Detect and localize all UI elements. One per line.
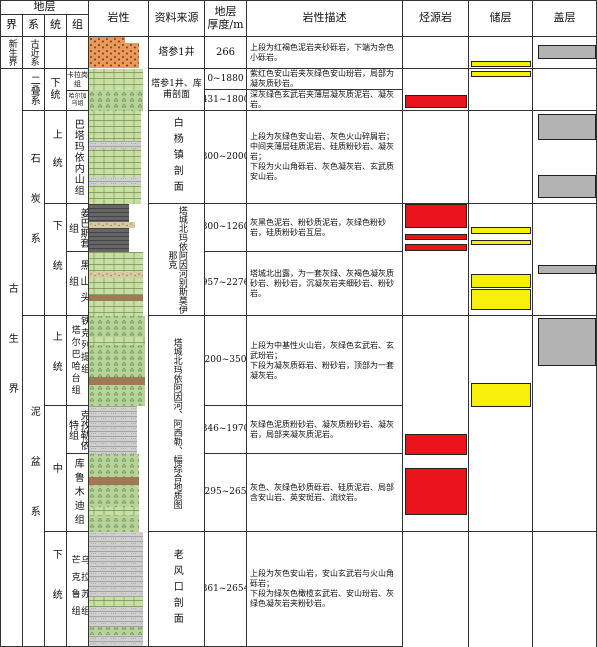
series-permian-lower: 下 统 xyxy=(45,69,67,111)
series-carb-upper: 上统 xyxy=(45,111,67,204)
source-laofengkou: 老风口剖面 xyxy=(149,532,205,647)
series-dev-middle: 中 xyxy=(45,406,67,532)
formation-jiangbasitao: 姜巴斯套组 xyxy=(67,204,89,252)
caprock-block xyxy=(538,318,596,366)
header-description: 岩性描述 xyxy=(247,1,403,37)
description-4: 上段为灰绿色安山岩、灰色火山碎屑岩； 中间夹薄层硅质泥岩、硅质粉砂岩、凝灰岩； … xyxy=(247,111,403,204)
system-permian: 二叠系 xyxy=(23,69,45,111)
description-3: 深灰绿色玄武岩夹薄层凝灰质泥岩、凝灰岩。 xyxy=(247,90,403,111)
formation-wulasu: 乌拉苏组 xyxy=(80,532,89,647)
reservoir-block xyxy=(471,61,531,67)
header-source: 资料来源 xyxy=(149,1,205,37)
description-10: 上段为灰色安山岩，安山玄武岩与火山角砾岩； 下段为绿灰色橄榄玄武岩、安山玢岩、灰… xyxy=(247,532,403,647)
system-carboniferous: 石炭系 xyxy=(23,111,45,316)
lithology-column xyxy=(89,37,149,647)
thickness-1: 266 xyxy=(205,37,247,69)
caprock-block xyxy=(538,45,596,59)
formation-heishantou: 黑山头组 xyxy=(67,252,89,316)
source-tacheng-2: 塔城北玛依阿因河、阿西勒、幅综合地质图 xyxy=(149,316,205,532)
source-rock-block xyxy=(405,434,467,455)
source-rock-block xyxy=(405,244,467,251)
formation-kulumudi: 库鲁木迪组 xyxy=(67,454,89,532)
source-rock-block xyxy=(405,468,467,515)
source-rock-column xyxy=(403,37,469,647)
series-paleogene-empty xyxy=(45,37,67,69)
header-reservoir: 储层 xyxy=(469,1,533,37)
era-cenozoic: 新生界 xyxy=(1,37,23,69)
thickness-2: 0~1880 xyxy=(205,69,247,90)
formation-taerbahatai: 塔尔巴哈台组 xyxy=(67,316,82,406)
formation-tiekelieti: 铁克列提组 xyxy=(80,316,89,406)
header-jie: 界 xyxy=(1,15,23,37)
caprock-block xyxy=(538,175,596,198)
thickness-6: 957~2276 xyxy=(205,252,247,316)
thickness-10: 361~2654 xyxy=(205,532,247,647)
thickness-5: 800~1260 xyxy=(205,204,247,252)
thickness-9: 2295~2654 xyxy=(205,454,247,532)
series-dev-lower: 下统 xyxy=(45,532,67,647)
reservoir-block xyxy=(471,240,531,245)
row-line xyxy=(403,68,597,69)
formation-kezileyite: 克孜勒依特组 xyxy=(67,406,89,454)
row-line xyxy=(403,531,597,532)
source-tacheng-1: 塔城北玛依阿因河别斯莫伊那克 xyxy=(149,204,205,316)
header-lithology: 岩性 xyxy=(89,1,149,37)
reservoir-block xyxy=(471,383,531,407)
reservoir-column xyxy=(469,37,533,647)
reservoir-block xyxy=(471,71,531,77)
description-2: 紫红色安山岩夹灰绿色安山玢岩，局部为凝灰质砂岩。 xyxy=(247,69,403,90)
header-caprock: 盖层 xyxy=(533,1,597,37)
description-6: 塔城北出露，为一套灰绿、灰褐色凝灰质砂岩、粉砂岩，沉凝灰岩夹细砂岩、粉砂岩。 xyxy=(247,252,403,316)
formation-paleogene-empty xyxy=(67,37,89,69)
header-xi: 系 xyxy=(23,15,45,37)
description-7: 上段为中基性火山岩，灰绿色玄武岩、玄武玢岩； 下段为凝灰质砾岩、粉砂岩，顶部为一… xyxy=(247,316,403,406)
series-carb-lower: 下统 xyxy=(45,204,67,316)
thickness-7: 1200~3500 xyxy=(205,316,247,406)
formation-haerjiawu: 哈尔加乌组 xyxy=(67,91,89,111)
row-line xyxy=(403,110,597,111)
era-paleozoic: 古生界 xyxy=(1,69,23,647)
series-label-tong: 统 xyxy=(50,89,61,101)
header-source-rock: 烃源岩 xyxy=(403,1,469,37)
reservoir-block xyxy=(471,227,531,234)
source-tacan1-kufu: 塔参1井、库甫剖面 xyxy=(149,69,205,111)
lithology-pattern xyxy=(89,37,145,646)
description-9: 灰色、灰绿色砂质砾岩、硅质泥岩、局部含安山岩、英安斑岩、流纹岩。 xyxy=(247,454,403,532)
formation-batamayineishan: 巴塔玛依内山组 xyxy=(67,111,89,204)
row-line xyxy=(403,203,597,204)
header-strata: 地层 xyxy=(1,1,89,15)
description-8: 灰绿色泥质粉砂岩、凝灰质粉砂岩、凝灰岩，局部夹凝灰质泥岩。 xyxy=(247,406,403,454)
caprock-block xyxy=(538,114,596,140)
thickness-8: 346~1970 xyxy=(205,406,247,454)
system-devonian: 泥盆系 xyxy=(23,316,45,647)
caprock-block xyxy=(538,265,596,274)
header-tong: 统 xyxy=(45,15,67,37)
header-zu: 组 xyxy=(67,15,89,37)
source-tacan1: 塔参1井 xyxy=(149,37,205,69)
row-line xyxy=(403,315,597,316)
source-baiyangzhen: 白杨镇剖面 xyxy=(149,111,205,204)
formation-kalagang: 卡拉岗组 xyxy=(67,69,89,91)
series-dev-upper: 上统 xyxy=(45,316,67,406)
description-5: 灰黑色泥岩、粉砂质泥岩，灰绿色粉砂岩，硅质粉砂岩互层。 xyxy=(247,204,403,252)
description-1: 上段为红褐色泥岩夹砂砾岩，下端为杂色小砾岩。 xyxy=(247,37,403,69)
source-rock-block xyxy=(405,95,467,108)
series-label-lower: 下 xyxy=(50,78,61,89)
reservoir-block xyxy=(471,274,531,288)
reservoir-block xyxy=(471,289,531,310)
header-thickness: 地层 厚度/m xyxy=(205,1,247,37)
system-paleogene: 古近系 xyxy=(23,37,45,69)
source-rock-block xyxy=(405,204,467,228)
source-rock-block xyxy=(405,234,467,240)
